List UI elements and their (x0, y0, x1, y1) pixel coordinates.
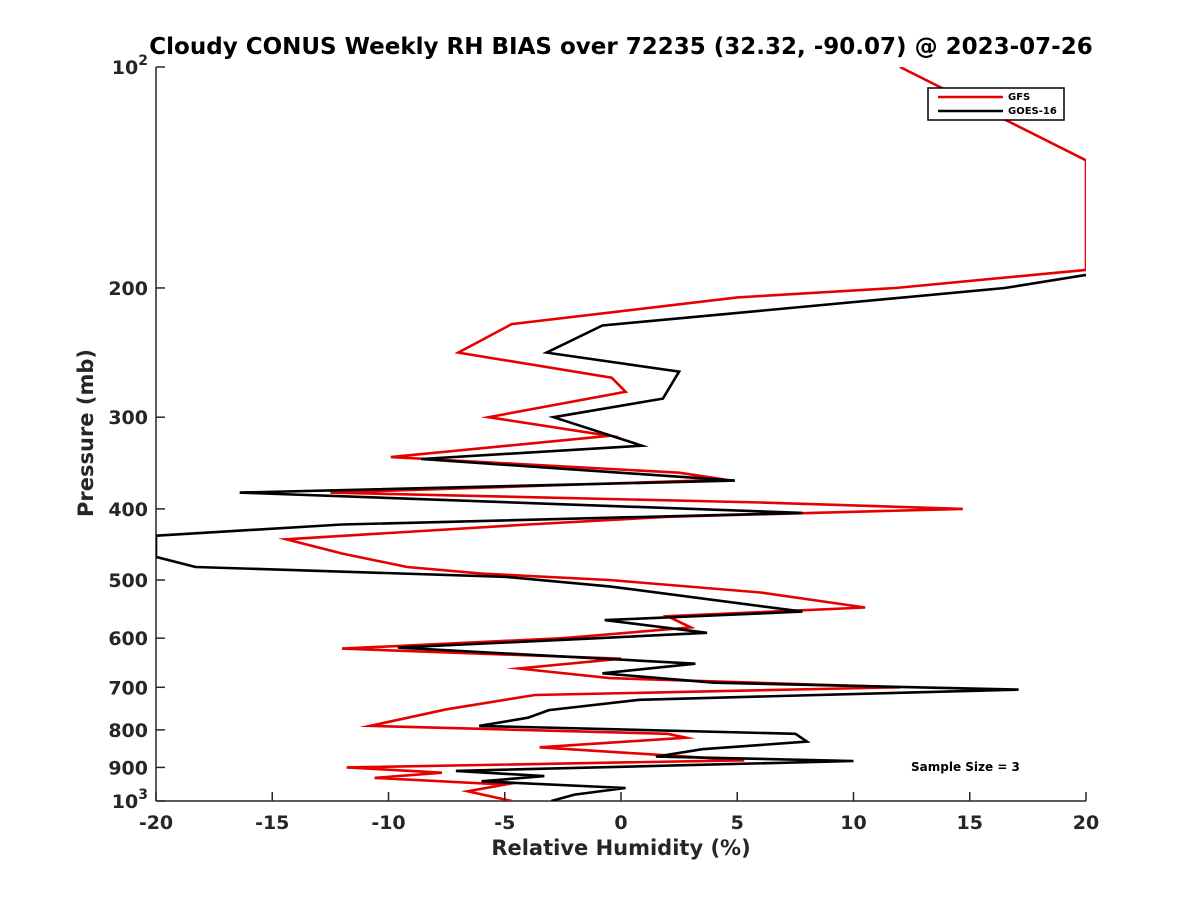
legend: GFS GOES-16 (927, 87, 1065, 121)
y-tick-label: 600 (108, 628, 148, 650)
x-tick-label: -5 (494, 812, 515, 834)
x-tick-label: -10 (371, 812, 405, 834)
y-tick-label: 700 (108, 677, 148, 699)
legend-label-goes16: GOES-16 (1008, 106, 1057, 117)
legend-label-gfs: GFS (1008, 92, 1030, 103)
x-tick-label: 0 (614, 812, 627, 834)
tick-layer: -20 -15 -10 -5 0 5 10 15 20 102 200 300 400 500 600 700… (108, 53, 1099, 834)
series-line-gfs (277, 67, 1086, 801)
chart-title: Cloudy CONUS Weekly RH BIAS over 72235 (… (149, 34, 1092, 60)
y-axis-label: Pressure (mb) (74, 349, 98, 517)
y-tick-label: 200 (108, 278, 148, 300)
y-tick-label: 900 (108, 757, 148, 779)
x-tick-label: 10 (840, 812, 866, 834)
series-layer (156, 67, 1086, 801)
x-tick-label: 5 (731, 812, 744, 834)
y-tick-label: 800 (108, 720, 148, 742)
y-tick-label: 300 (108, 407, 148, 429)
x-tick-label: 15 (957, 812, 983, 834)
y-tick-label: 500 (108, 570, 148, 592)
x-tick-label: -15 (255, 812, 289, 834)
y-tick-label: 102 (112, 53, 148, 79)
x-tick-label: -20 (139, 812, 173, 834)
y-tick-label: 400 (108, 499, 148, 521)
legend-box (927, 87, 1065, 121)
x-tick-label: 20 (1073, 812, 1099, 834)
y-tick-label: 103 (112, 787, 148, 813)
x-axis-label: Relative Humidity (%) (491, 836, 750, 860)
series-line-goes16 (156, 273, 1086, 801)
sample-size-annotation: Sample Size = 3 (911, 760, 1020, 774)
